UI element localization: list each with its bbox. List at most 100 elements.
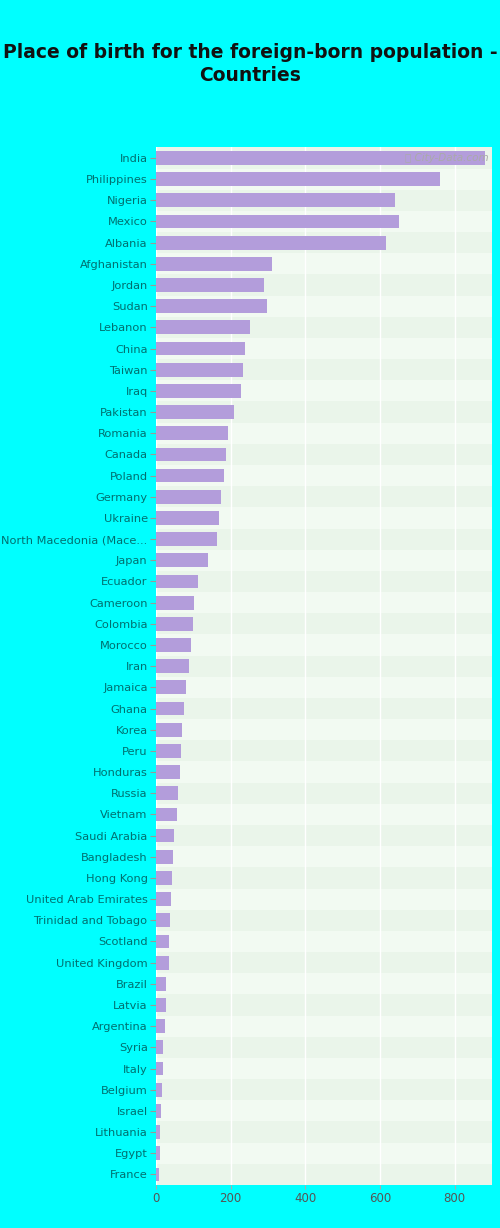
Bar <box>156 889 492 910</box>
Bar <box>156 571 492 592</box>
Bar <box>156 147 492 168</box>
Bar <box>156 850 173 863</box>
Bar <box>156 1125 160 1138</box>
Bar <box>156 532 217 546</box>
Bar <box>156 402 492 422</box>
Bar <box>156 575 198 588</box>
Bar <box>156 613 492 635</box>
Bar <box>156 486 492 507</box>
Bar <box>156 639 190 652</box>
Bar <box>156 232 492 253</box>
Bar <box>156 1016 492 1036</box>
Bar <box>156 596 194 609</box>
Bar <box>156 1059 492 1079</box>
Bar <box>156 1079 492 1100</box>
Bar <box>156 808 177 822</box>
Bar <box>156 426 228 440</box>
Bar <box>156 765 180 779</box>
Bar <box>156 977 166 991</box>
Bar <box>156 422 492 443</box>
Bar <box>156 189 492 211</box>
Bar <box>156 443 492 465</box>
Bar <box>156 465 492 486</box>
Bar <box>156 151 484 165</box>
Bar <box>156 998 166 1012</box>
Bar <box>156 490 220 503</box>
Bar <box>156 1143 492 1164</box>
Bar <box>156 211 492 232</box>
Bar <box>156 381 492 402</box>
Bar <box>156 554 208 567</box>
Bar <box>156 995 492 1016</box>
Bar <box>156 616 192 631</box>
Bar <box>156 659 189 673</box>
Bar <box>156 825 492 846</box>
Bar <box>156 1168 159 1181</box>
Bar <box>156 1104 161 1117</box>
Bar <box>156 1040 164 1055</box>
Bar <box>156 935 170 948</box>
Bar <box>156 871 172 885</box>
Bar <box>156 362 242 377</box>
Bar <box>156 300 266 313</box>
Bar <box>156 194 395 208</box>
Bar <box>156 723 182 737</box>
Bar <box>156 1062 162 1076</box>
Bar <box>156 829 174 842</box>
Bar <box>156 274 492 296</box>
Bar <box>156 955 169 970</box>
Bar <box>156 507 492 528</box>
Bar <box>156 1164 492 1185</box>
Bar <box>156 761 492 782</box>
Bar <box>156 296 492 317</box>
Bar <box>156 341 245 355</box>
Bar <box>156 359 492 381</box>
Bar <box>156 656 492 677</box>
Bar <box>156 172 440 185</box>
Bar <box>156 931 492 952</box>
Bar <box>156 338 492 359</box>
Bar <box>156 893 171 906</box>
Bar <box>156 698 492 720</box>
Bar <box>156 511 218 524</box>
Bar <box>156 1083 162 1097</box>
Bar <box>156 1147 160 1160</box>
Bar <box>156 1036 492 1059</box>
Bar <box>156 592 492 613</box>
Bar <box>156 677 492 698</box>
Bar <box>156 215 398 228</box>
Bar <box>156 952 492 974</box>
Bar <box>156 1100 492 1121</box>
Bar <box>156 680 186 694</box>
Text: Place of birth for the foreign-born population -
Countries: Place of birth for the foreign-born popu… <box>2 43 498 86</box>
Bar <box>156 782 492 804</box>
Bar <box>156 974 492 995</box>
Bar <box>156 317 492 338</box>
Bar <box>156 278 264 292</box>
Bar <box>156 253 492 274</box>
Bar <box>156 1019 164 1033</box>
Bar <box>156 447 226 462</box>
Bar <box>156 846 492 867</box>
Bar <box>156 740 492 761</box>
Bar <box>156 550 492 571</box>
Bar <box>156 257 272 270</box>
Bar <box>156 867 492 889</box>
Bar <box>156 635 492 656</box>
Bar <box>156 804 492 825</box>
Bar <box>156 914 170 927</box>
Bar <box>156 744 180 758</box>
Bar <box>156 321 250 334</box>
Bar <box>156 384 241 398</box>
Text: ⓘ City-Data.com: ⓘ City-Data.com <box>405 152 488 162</box>
Bar <box>156 405 234 419</box>
Bar <box>156 701 184 716</box>
Bar <box>156 528 492 550</box>
Bar <box>156 910 492 931</box>
Bar <box>156 469 224 483</box>
Bar <box>156 236 386 249</box>
Bar <box>156 786 178 801</box>
Bar <box>156 1121 492 1143</box>
Bar <box>156 168 492 189</box>
Bar <box>156 720 492 740</box>
